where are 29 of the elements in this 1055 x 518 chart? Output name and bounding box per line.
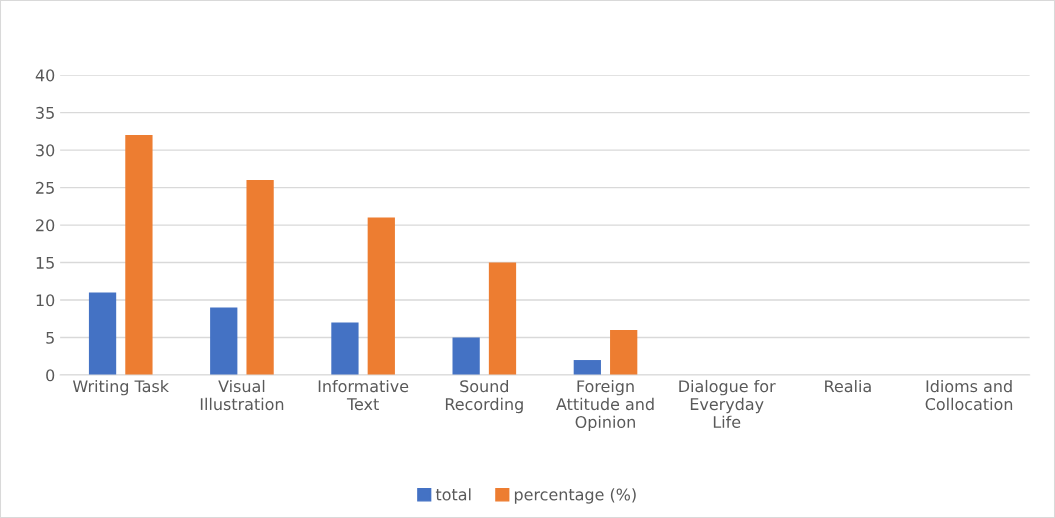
bar xyxy=(610,330,638,376)
y-tick-label: 5 xyxy=(46,331,54,344)
x-tick-label: Informative Text xyxy=(318,379,409,411)
bar xyxy=(452,337,480,376)
x-tick-label: Writing Task xyxy=(72,379,169,396)
x-tick-label: Sound Recording xyxy=(445,379,523,414)
bar xyxy=(331,322,359,376)
y-tick-label: 15 xyxy=(36,256,54,269)
bar xyxy=(210,307,238,376)
bar xyxy=(488,262,517,376)
y-tick-label: 30 xyxy=(36,144,55,157)
x-tick-label: Dialogue for Everyday Life xyxy=(679,379,776,429)
y-tick-label: 40 xyxy=(35,69,55,82)
bar xyxy=(573,360,601,376)
legend-label: total xyxy=(435,488,471,501)
y-tick-label: 0 xyxy=(46,369,55,382)
y-tick-label: 35 xyxy=(36,106,54,119)
legend-label: percentage (%) xyxy=(514,488,636,504)
y-tick-label: 20 xyxy=(36,219,55,232)
bar xyxy=(246,180,274,376)
x-tick-label: Visual Illustration xyxy=(200,379,284,411)
bar xyxy=(125,135,153,376)
y-tick-label: 10 xyxy=(36,294,55,307)
x-tick-label: Idioms and Collocation xyxy=(925,379,1013,411)
x-tick-label: Foreign Attitude and Opinion xyxy=(556,379,654,432)
bar xyxy=(367,217,395,376)
y-tick-label: 25 xyxy=(36,181,54,194)
bar xyxy=(88,292,117,376)
x-tick-label: Realia xyxy=(825,379,871,393)
